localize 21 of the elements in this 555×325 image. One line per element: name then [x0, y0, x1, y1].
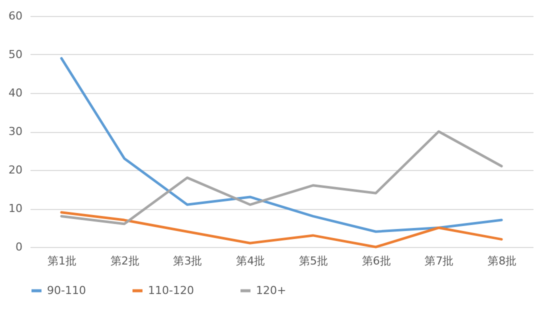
line-series [60, 211, 503, 248]
y-tick-label: 30 [8, 125, 22, 138]
x-tick-label: 第7批 [424, 254, 454, 268]
x-tick-label: 第3批 [173, 254, 202, 268]
y-tick-label: 0 [16, 240, 22, 254]
x-tick-label: 第6批 [362, 254, 391, 268]
y-tick-label: 20 [8, 164, 22, 176]
legend-label: 120+ [256, 284, 286, 297]
x-tick-label: 第8批 [488, 254, 517, 268]
y-tick-label: 10 [8, 202, 22, 215]
y-tick-label: 40 [8, 86, 22, 100]
x-tick-label: 第4批 [236, 254, 266, 268]
line-series [60, 130, 503, 226]
x-tick-label: 第5批 [298, 254, 328, 268]
y-tick-label: 60 [8, 10, 22, 22]
y-tick-label: 50 [8, 48, 22, 61]
line-series [60, 57, 503, 233]
x-tick-label: 第1批 [47, 254, 76, 268]
legend-label: 110-120 [148, 284, 194, 297]
legend-label: 90-110 [47, 284, 86, 297]
x-tick-label: 第2批 [110, 254, 140, 268]
